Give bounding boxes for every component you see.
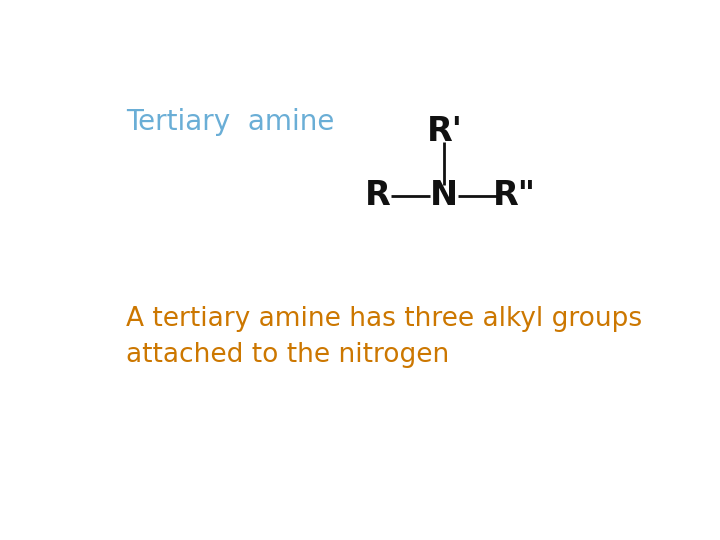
Text: R': R' <box>426 115 462 148</box>
Text: A tertiary amine has three alkyl groups
attached to the nitrogen: A tertiary amine has three alkyl groups … <box>126 306 642 368</box>
Text: Tertiary  amine: Tertiary amine <box>126 109 335 137</box>
Text: R": R" <box>492 179 536 212</box>
Text: R: R <box>364 179 390 212</box>
Text: N: N <box>431 179 459 212</box>
